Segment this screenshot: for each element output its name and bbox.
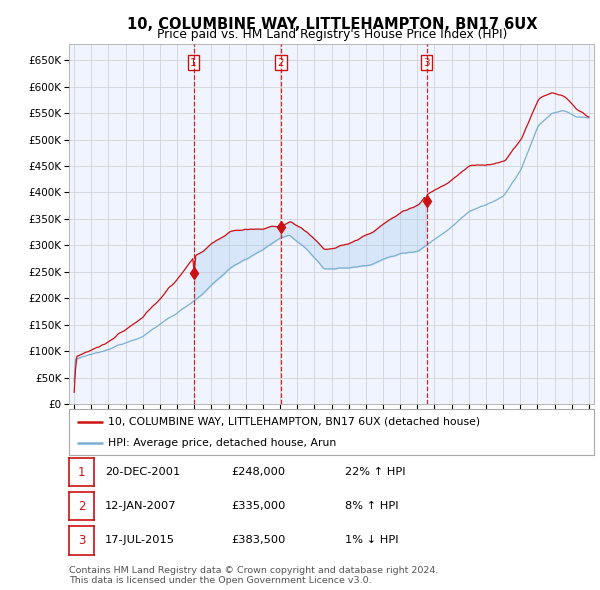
Text: £248,000: £248,000 — [231, 467, 285, 477]
Text: 10, COLUMBINE WAY, LITTLEHAMPTON, BN17 6UX (detached house): 10, COLUMBINE WAY, LITTLEHAMPTON, BN17 6… — [109, 417, 481, 427]
Text: 3: 3 — [423, 58, 430, 68]
Text: 2: 2 — [277, 58, 284, 68]
Text: 20-DEC-2001: 20-DEC-2001 — [105, 467, 180, 477]
Text: 17-JUL-2015: 17-JUL-2015 — [105, 536, 175, 545]
Text: 1: 1 — [78, 466, 85, 478]
Text: £383,500: £383,500 — [231, 536, 286, 545]
Text: Price paid vs. HM Land Registry's House Price Index (HPI): Price paid vs. HM Land Registry's House … — [157, 28, 507, 41]
Text: 1: 1 — [190, 58, 197, 68]
Text: 12-JAN-2007: 12-JAN-2007 — [105, 502, 176, 511]
Text: 1% ↓ HPI: 1% ↓ HPI — [345, 536, 398, 545]
Text: 10, COLUMBINE WAY, LITTLEHAMPTON, BN17 6UX: 10, COLUMBINE WAY, LITTLEHAMPTON, BN17 6… — [127, 17, 537, 31]
Text: Contains HM Land Registry data © Crown copyright and database right 2024.
This d: Contains HM Land Registry data © Crown c… — [69, 566, 439, 585]
Text: HPI: Average price, detached house, Arun: HPI: Average price, detached house, Arun — [109, 438, 337, 448]
Text: 3: 3 — [78, 534, 85, 547]
Text: 8% ↑ HPI: 8% ↑ HPI — [345, 502, 398, 511]
Text: £335,000: £335,000 — [231, 502, 286, 511]
Text: 2: 2 — [78, 500, 85, 513]
Text: 22% ↑ HPI: 22% ↑ HPI — [345, 467, 406, 477]
